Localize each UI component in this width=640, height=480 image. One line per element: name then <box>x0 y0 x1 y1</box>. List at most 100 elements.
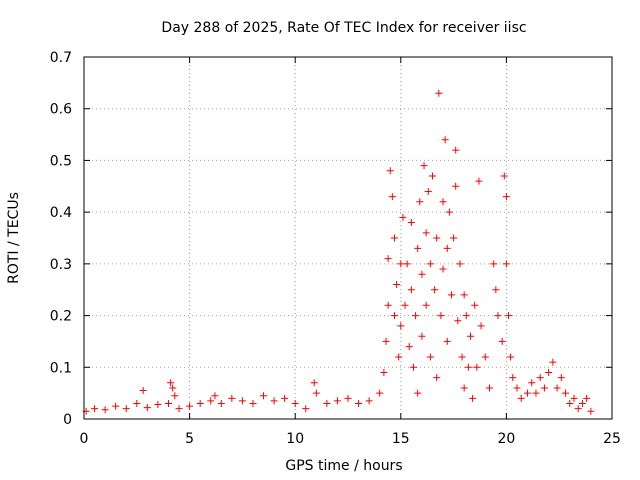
data-points <box>82 89 595 415</box>
data-point <box>112 402 120 410</box>
data-point <box>473 363 481 371</box>
data-point <box>91 405 99 413</box>
data-point <box>475 177 483 185</box>
x-axis-label: GPS time / hours <box>285 458 402 474</box>
data-point <box>167 379 175 387</box>
data-point <box>238 397 246 405</box>
data-point <box>549 358 557 366</box>
data-point <box>133 399 141 407</box>
data-point <box>143 404 151 412</box>
data-point <box>428 172 436 180</box>
data-point <box>507 353 515 361</box>
data-point <box>291 399 299 407</box>
data-point <box>388 193 396 201</box>
data-point <box>557 374 565 382</box>
data-point <box>466 332 474 340</box>
data-point <box>186 402 194 410</box>
data-point <box>578 399 586 407</box>
data-point <box>536 374 544 382</box>
data-point <box>414 389 422 397</box>
data-point <box>260 392 268 400</box>
y-tick-label: 0 <box>63 412 72 428</box>
data-point <box>450 234 458 242</box>
data-point <box>443 337 451 345</box>
data-point <box>443 244 451 252</box>
data-point <box>433 374 441 382</box>
data-point <box>513 384 521 392</box>
x-tick-label: 5 <box>185 431 194 447</box>
data-point <box>405 343 413 351</box>
data-point <box>431 286 439 294</box>
x-tick-label: 25 <box>603 431 621 447</box>
data-point <box>422 229 430 237</box>
data-point <box>540 384 548 392</box>
data-point <box>471 301 479 309</box>
data-point <box>452 182 460 190</box>
data-point <box>217 399 225 407</box>
data-point <box>439 265 447 273</box>
plot-frame <box>83 56 613 420</box>
data-point <box>207 397 215 405</box>
y-tick-label: 0.1 <box>50 360 72 376</box>
x-tick-label: 15 <box>392 431 410 447</box>
data-point <box>393 281 401 289</box>
data-point <box>562 389 570 397</box>
data-point <box>469 394 477 402</box>
data-point <box>409 363 417 371</box>
x-tick-label: 0 <box>80 431 89 447</box>
data-point <box>399 213 407 221</box>
data-point <box>566 399 574 407</box>
data-point <box>376 389 384 397</box>
data-point <box>386 167 394 175</box>
data-point <box>433 234 441 242</box>
data-point <box>424 187 432 195</box>
data-point <box>395 353 403 361</box>
data-point <box>302 405 310 413</box>
data-point <box>412 312 420 320</box>
data-point <box>312 389 320 397</box>
data-point <box>524 389 532 397</box>
data-point <box>416 198 424 206</box>
data-point <box>154 401 162 409</box>
data-point <box>101 406 109 414</box>
data-point <box>445 208 453 216</box>
data-point <box>517 394 525 402</box>
data-point <box>228 394 236 402</box>
data-point <box>418 332 426 340</box>
data-point <box>464 363 472 371</box>
data-point <box>270 397 278 405</box>
data-point <box>122 405 130 413</box>
data-point <box>441 136 449 144</box>
data-point <box>587 407 595 415</box>
data-point <box>505 312 513 320</box>
data-point <box>355 399 363 407</box>
y-tick-label: 0.6 <box>50 102 72 118</box>
data-point <box>447 291 455 299</box>
data-point <box>462 312 470 320</box>
data-point <box>171 392 179 400</box>
data-point <box>139 387 147 395</box>
data-point <box>249 399 257 407</box>
data-point <box>481 353 489 361</box>
data-point <box>401 301 409 309</box>
data-point <box>382 337 390 345</box>
data-point <box>570 394 578 402</box>
data-point <box>164 399 172 407</box>
data-point <box>323 399 331 407</box>
data-point <box>418 270 426 278</box>
x-tick-label: 20 <box>497 431 515 447</box>
data-point <box>196 399 204 407</box>
data-point <box>384 255 392 263</box>
data-point <box>460 384 468 392</box>
data-point <box>490 260 498 268</box>
data-point <box>528 379 536 387</box>
data-point <box>414 244 422 252</box>
data-point <box>365 397 373 405</box>
data-point <box>458 353 466 361</box>
data-point <box>477 322 485 330</box>
data-point <box>403 260 411 268</box>
data-point <box>574 405 582 413</box>
data-point <box>407 218 415 226</box>
